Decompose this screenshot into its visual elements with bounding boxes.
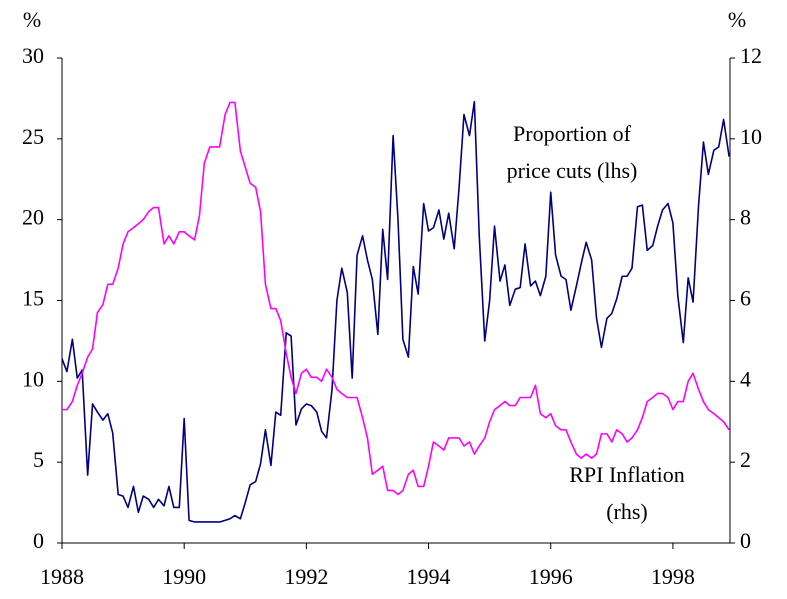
y-tick-label: 15: [22, 286, 44, 311]
x-tick-label: 1996: [529, 564, 573, 589]
x-tick-label: 1990: [162, 564, 206, 589]
y-axis-unit: %: [23, 7, 41, 32]
y-tick-label: 20: [22, 205, 44, 230]
y-tick-label: 5: [33, 447, 44, 472]
x-tick-label: 1998: [651, 564, 695, 589]
annotation: Proportion of: [513, 121, 632, 146]
y2-tick-label: 0: [740, 528, 751, 553]
annotation: price cuts (lhs): [507, 158, 638, 183]
y2-tick-label: 6: [740, 286, 751, 311]
y2-tick-label: 2: [740, 447, 751, 472]
annotation: RPI Inflation: [569, 462, 685, 487]
y-tick-label: 25: [22, 124, 44, 149]
y2-tick-label: 10: [740, 124, 762, 149]
y2-tick-label: 8: [740, 205, 751, 230]
y-tick-label: 0: [33, 528, 44, 553]
series-line: [62, 101, 730, 496]
series-line: [61, 100, 730, 523]
annotation: (rhs): [606, 499, 648, 524]
x-tick-label: 1988: [40, 564, 84, 589]
y-tick-label: 10: [22, 366, 44, 391]
y2-axis-unit: %: [728, 7, 746, 32]
x-tick-label: 1992: [284, 564, 328, 589]
y2-tick-label: 4: [740, 366, 751, 391]
y2-tick-label: 12: [740, 43, 762, 68]
y-tick-label: 30: [22, 43, 44, 68]
x-tick-label: 1994: [407, 564, 451, 589]
